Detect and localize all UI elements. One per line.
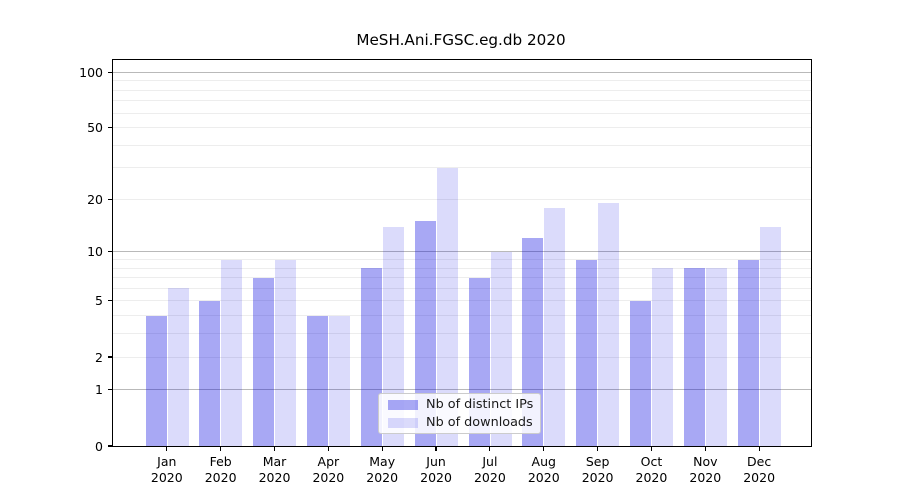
bar-distinct-ips [414,221,436,446]
x-tick-mark [543,446,545,451]
bar-downloads [382,226,404,446]
legend-swatch-distinct-ips [388,399,418,410]
gridline-minor [113,267,811,269]
gridline-minor [113,80,811,82]
y-tick-mark [108,356,113,358]
y-tick-mark [108,126,113,129]
bar-distinct-ips [630,300,652,446]
gridline-minor [113,287,811,289]
bar-distinct-ips [576,259,598,446]
x-tick-mark [435,446,437,451]
bar-distinct-ips [684,268,705,446]
y-tick-label: 2 [95,349,103,365]
chart-title: MeSH.Ani.FGSC.eg.db 2020 [356,31,566,49]
x-tick-label: Mar 2020 [258,454,291,485]
gridline-minor [113,277,811,279]
x-tick-label: Nov 2020 [689,454,722,485]
gridline-minor [113,300,811,302]
x-tick-label: Feb 2020 [204,454,237,485]
x-tick-label: Aug 2020 [527,454,560,485]
x-tick-mark [597,446,599,451]
gridline-minor [113,198,811,200]
x-tick-mark [381,446,383,451]
legend: Nb of distinct IPs Nb of downloads [378,393,541,434]
x-tick-mark [166,446,168,451]
gridline-minor [113,100,811,102]
y-tick-mark [108,300,113,302]
gridline-major [113,71,811,73]
x-tick-label: Apr 2020 [312,454,345,485]
x-tick-label: Jun 2020 [420,454,452,485]
bar-downloads [652,268,674,446]
y-tick-label: 20 [87,191,103,207]
y-tick-label: 10 [87,244,103,260]
legend-swatch-downloads [388,417,418,428]
plot-area: 0 1 2 5 10 20 50 100 Jan 2020 Feb 2020 Mar 2020 Ap… [79,59,812,485]
x-tick-mark [758,446,760,451]
bar-distinct-ips [737,259,759,446]
bar-downloads [275,259,297,446]
gridline-minor [113,167,811,169]
legend-item-distinct-ips: Nb of distinct IPs [388,397,540,412]
bar-distinct-ips [145,315,167,446]
x-tick-label: May 2020 [366,454,399,485]
gridline-minor [113,112,811,114]
legend-label-distinct-ips: Nb of distinct IPs [426,397,534,412]
x-tick-label: Dec 2020 [743,454,776,485]
gridline-minor [113,259,811,260]
y-tick-mark [108,71,113,73]
x-tick-mark [220,446,222,451]
bar-distinct-ips [307,315,329,446]
gridline-minor [113,315,811,317]
bar-distinct-ips [360,268,382,446]
x-tick-mark [489,446,491,451]
y-tick-label: 5 [95,293,103,309]
gridline-minor [113,127,811,129]
y-tick-mark [108,389,113,391]
gridline-minor [113,89,811,91]
gridline-major [113,389,811,391]
x-tick-label: Jan 2020 [150,454,183,485]
y-tick-mark [108,445,113,447]
bar-distinct-ips [199,300,221,446]
bar-downloads [329,315,351,446]
gridline-major [113,251,811,253]
y-tick-label: 1 [95,382,103,398]
x-tick-mark [273,446,276,451]
bar-downloads [167,288,189,446]
y-tick-label: 100 [79,64,103,80]
bar-downloads [436,167,458,446]
y-tick-mark [108,198,113,200]
legend-item-downloads: Nb of downloads [388,415,540,430]
bar-downloads [598,203,620,446]
x-tick-mark [704,446,706,451]
bar-downloads [544,207,566,446]
x-tick-label: Oct 2020 [635,454,668,485]
bar-distinct-ips [253,277,275,446]
x-tick-mark [650,446,653,451]
gridline-minor [113,356,811,358]
bar-downloads [759,226,781,446]
y-tick-label: 0 [95,438,103,454]
y-tick-mark [108,251,113,253]
bar-downloads [706,268,727,446]
gridline-minor [113,144,811,146]
x-tick-label: Jul 2020 [473,454,506,485]
x-tick-mark [327,446,329,451]
x-tick-label: Sep 2020 [581,454,614,485]
legend-label-downloads: Nb of downloads [426,415,533,430]
bar-downloads [221,259,243,446]
gridline-minor [113,333,811,335]
y-tick-label: 50 [87,120,103,136]
